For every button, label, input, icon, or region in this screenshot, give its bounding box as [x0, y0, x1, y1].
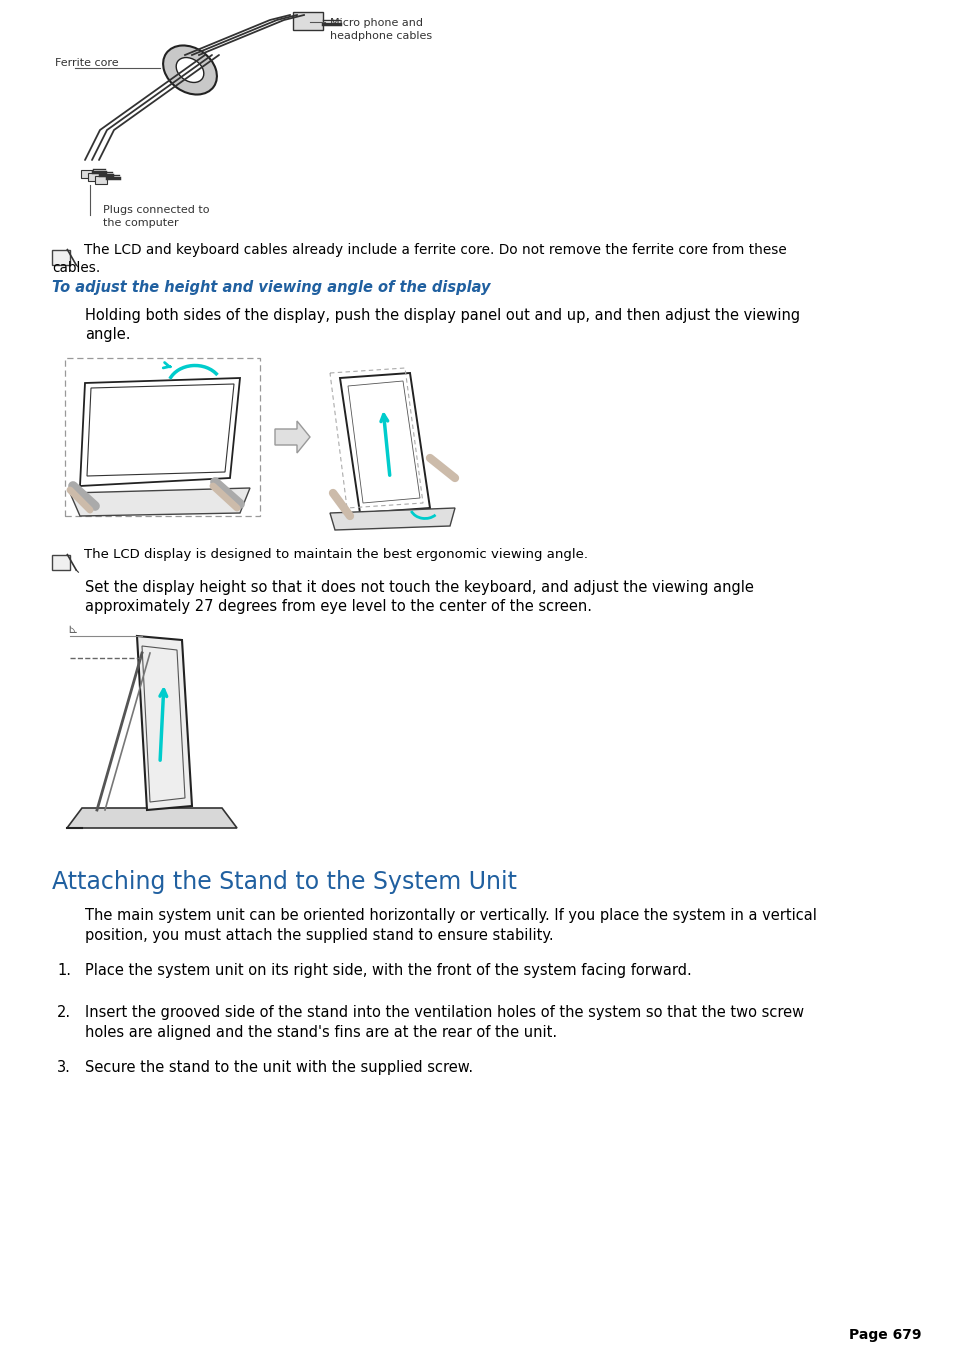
Text: Attaching the Stand to the System Unit: Attaching the Stand to the System Unit: [52, 870, 517, 894]
Ellipse shape: [176, 58, 204, 82]
Text: 3.: 3.: [57, 1061, 71, 1075]
Polygon shape: [70, 488, 250, 516]
Text: position, you must attach the supplied stand to ensure stability.: position, you must attach the supplied s…: [85, 928, 553, 943]
Bar: [88, 173, 100, 181]
Bar: [95, 176, 107, 184]
Text: Plugs connected to
the computer: Plugs connected to the computer: [103, 205, 210, 228]
Polygon shape: [330, 508, 455, 530]
Text: The LCD and keyboard cables already include a ferrite core. Do not remove the fe: The LCD and keyboard cables already incl…: [84, 243, 786, 257]
Text: 2.: 2.: [57, 1005, 71, 1020]
Bar: [52, 250, 70, 265]
Text: Place the system unit on its right side, with the front of the system facing for: Place the system unit on its right side,…: [85, 963, 691, 978]
Text: The LCD display is designed to maintain the best ergonomic viewing angle.: The LCD display is designed to maintain …: [84, 549, 587, 561]
Text: Insert the grooved side of the stand into the ventilation holes of the system so: Insert the grooved side of the stand int…: [85, 1005, 803, 1020]
Text: Ferrite core: Ferrite core: [55, 58, 118, 68]
Polygon shape: [274, 422, 310, 453]
Text: To adjust the height and viewing angle of the display: To adjust the height and viewing angle o…: [52, 280, 490, 295]
Text: ⊾: ⊾: [67, 623, 77, 636]
Polygon shape: [137, 636, 192, 811]
Text: Micro phone and
headphone cables: Micro phone and headphone cables: [330, 18, 432, 41]
Text: Holding both sides of the display, push the display panel out and up, and then a: Holding both sides of the display, push …: [85, 308, 800, 342]
Text: 1.: 1.: [57, 963, 71, 978]
Text: Set the display height so that it does not touch the keyboard, and adjust the vi: Set the display height so that it does n…: [85, 580, 753, 615]
Bar: [52, 555, 70, 570]
Text: cables.: cables.: [52, 261, 100, 276]
Text: The main system unit can be oriented horizontally or vertically. If you place th: The main system unit can be oriented hor…: [85, 908, 816, 923]
Text: Page 679: Page 679: [848, 1328, 921, 1342]
Bar: [293, 12, 323, 30]
Text: holes are aligned and the stand's fins are at the rear of the unit.: holes are aligned and the stand's fins a…: [85, 1025, 557, 1040]
Bar: [81, 170, 92, 178]
Ellipse shape: [163, 46, 216, 95]
Text: Secure the stand to the unit with the supplied screw.: Secure the stand to the unit with the su…: [85, 1061, 473, 1075]
Polygon shape: [67, 808, 236, 828]
Bar: [65, 358, 260, 516]
